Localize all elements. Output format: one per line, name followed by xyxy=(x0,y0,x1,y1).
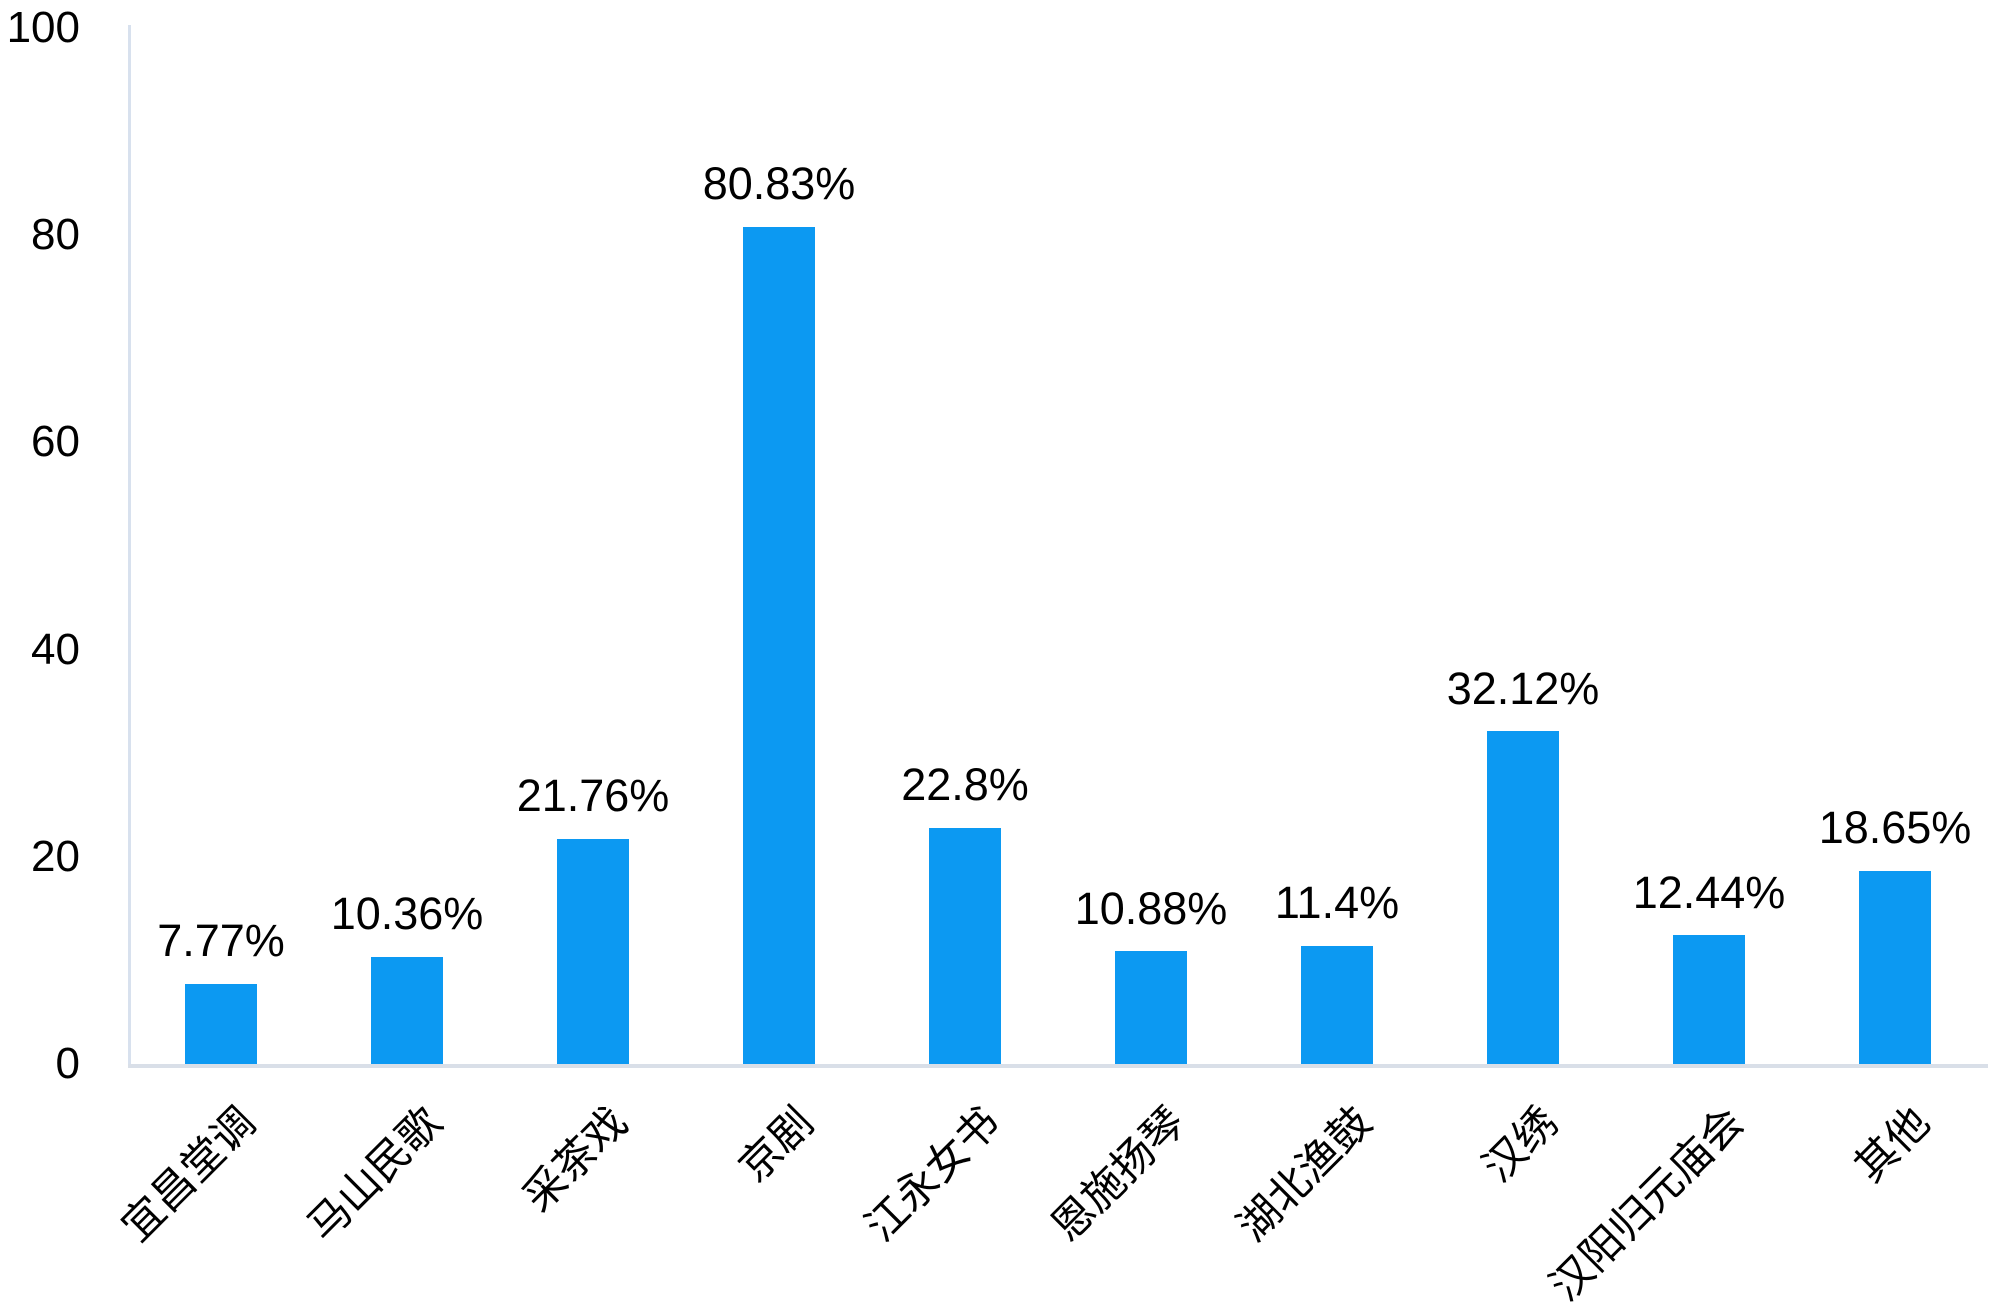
y-axis-tick-label: 60 xyxy=(31,417,80,467)
x-axis-label: 京剧 xyxy=(729,1098,823,1191)
y-axis-tick-label: 20 xyxy=(31,831,80,881)
x-axis-label: 汉绣 xyxy=(1473,1098,1567,1191)
bar xyxy=(743,226,815,1064)
bar-value-label: 18.65% xyxy=(1818,802,1972,854)
bar-value-label: 21.76% xyxy=(516,770,670,822)
x-axis-label: 江永女书 xyxy=(856,1098,1009,1251)
x-axis-label: 宜昌堂调 xyxy=(112,1098,265,1251)
bar-value-label: 12.44% xyxy=(1632,866,1786,918)
bar-value-label: 80.83% xyxy=(702,158,856,210)
bar xyxy=(929,827,1001,1064)
bar xyxy=(185,983,257,1064)
bar xyxy=(1487,731,1559,1064)
bar xyxy=(1115,951,1187,1064)
x-axis-label: 其他 xyxy=(1845,1098,1939,1191)
x-axis-label: 恩施扬琴 xyxy=(1042,1098,1195,1251)
y-axis-tick-label: 40 xyxy=(31,624,80,674)
bar xyxy=(1673,935,1745,1064)
bar xyxy=(1301,945,1373,1064)
y-axis-tick-label: 100 xyxy=(6,3,80,52)
bar xyxy=(557,838,629,1064)
x-axis-label: 采茶戏 xyxy=(513,1098,637,1221)
bar-value-label: 32.12% xyxy=(1446,662,1600,714)
x-axis-label: 湖北渔鼓 xyxy=(1228,1098,1381,1251)
y-axis-line xyxy=(128,25,131,1068)
bar-value-label: 7.77% xyxy=(157,915,285,967)
x-axis-label: 马山民歌 xyxy=(298,1098,451,1251)
y-axis-tick-label: 80 xyxy=(31,210,80,260)
bar-value-label: 10.88% xyxy=(1074,882,1228,934)
x-axis-line xyxy=(128,1064,1988,1068)
bar-value-label: 10.36% xyxy=(330,888,484,940)
x-axis-label: 汉阳归元庙会 xyxy=(1540,1098,1753,1310)
bar xyxy=(371,956,443,1064)
bar xyxy=(1859,870,1931,1064)
bar-value-label: 11.4% xyxy=(1274,877,1400,929)
bar-value-label: 22.8% xyxy=(901,759,1029,811)
y-axis-tick-label: 0 xyxy=(55,1039,80,1088)
